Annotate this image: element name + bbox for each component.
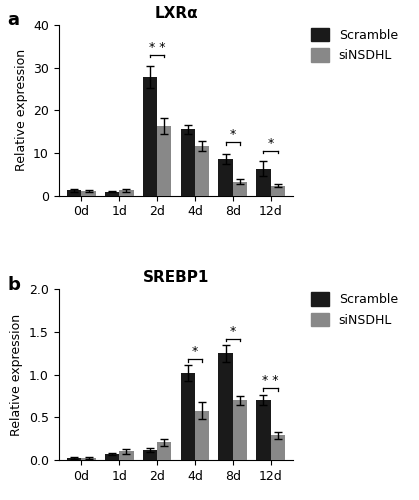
Bar bbox=[67, 458, 81, 460]
Title: SREBP1: SREBP1 bbox=[143, 270, 209, 285]
Bar bbox=[105, 192, 119, 196]
Bar bbox=[218, 160, 233, 196]
Text: * *: * * bbox=[262, 374, 279, 388]
Title: LXRα: LXRα bbox=[154, 6, 198, 21]
Text: *: * bbox=[267, 137, 274, 150]
Bar bbox=[195, 410, 209, 460]
Y-axis label: Relative expression: Relative expression bbox=[15, 49, 28, 172]
Y-axis label: Relative expression: Relative expression bbox=[10, 314, 23, 436]
Bar bbox=[81, 458, 96, 460]
Bar bbox=[105, 454, 119, 460]
Bar bbox=[119, 452, 134, 460]
Bar bbox=[157, 442, 171, 460]
Bar bbox=[157, 126, 171, 196]
Text: b: b bbox=[7, 276, 20, 294]
Text: *: * bbox=[230, 128, 236, 141]
Bar bbox=[271, 436, 285, 460]
Bar bbox=[81, 191, 96, 196]
Bar bbox=[119, 190, 134, 196]
Bar bbox=[233, 400, 247, 460]
Bar bbox=[271, 186, 285, 196]
Legend: Scramble, siNSDHL: Scramble, siNSDHL bbox=[311, 292, 398, 326]
Bar bbox=[67, 190, 81, 196]
Bar bbox=[181, 373, 195, 460]
Bar bbox=[256, 168, 271, 196]
Text: a: a bbox=[7, 12, 19, 30]
Text: *: * bbox=[230, 325, 236, 338]
Text: *: * bbox=[192, 346, 198, 358]
Bar bbox=[195, 146, 209, 196]
Legend: Scramble, siNSDHL: Scramble, siNSDHL bbox=[311, 28, 398, 62]
Bar bbox=[256, 400, 271, 460]
Bar bbox=[233, 182, 247, 196]
Bar bbox=[143, 450, 157, 460]
Text: * *: * * bbox=[149, 41, 166, 54]
Bar bbox=[143, 77, 157, 196]
Bar bbox=[218, 354, 233, 460]
Bar bbox=[181, 130, 195, 196]
